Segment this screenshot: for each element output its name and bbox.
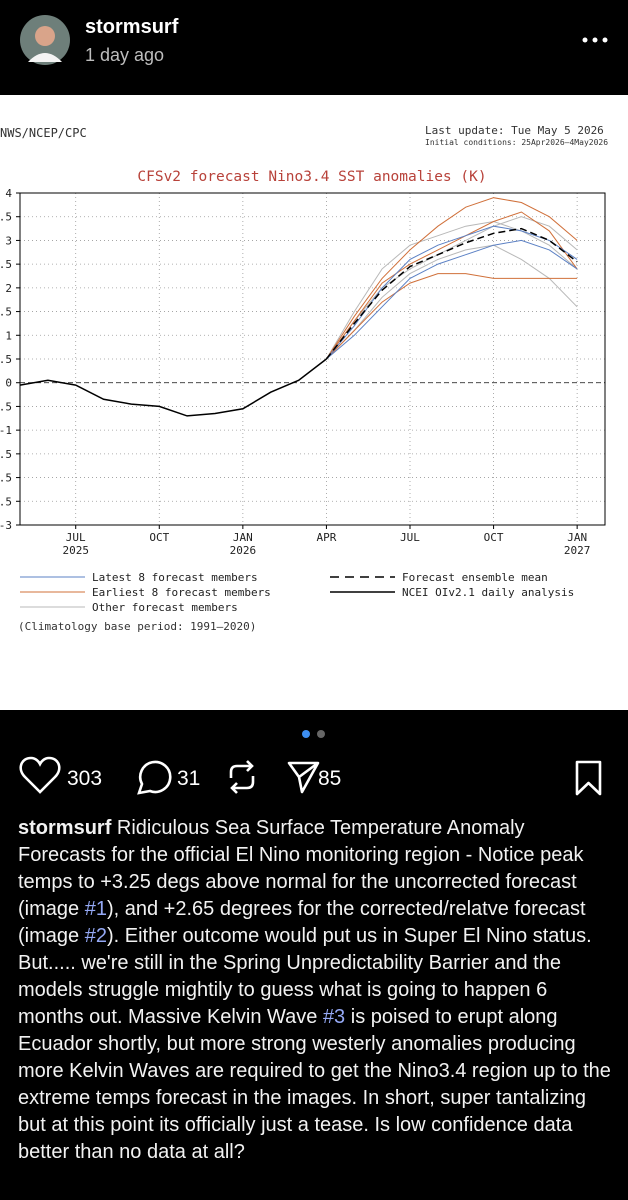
y-tick-label: .5 — [0, 495, 12, 508]
hashtag[interactable]: #2 — [84, 925, 107, 947]
y-tick-label: 0 — [5, 377, 12, 390]
y-tick-label: 2 — [5, 282, 12, 295]
y-tick-label: .5 — [0, 448, 12, 461]
legend-label: Latest 8 forecast members — [92, 571, 258, 584]
y-tick-label: -1 — [0, 424, 12, 437]
legend-label: Earliest 8 forecast members — [92, 586, 271, 599]
forecast-member — [326, 239, 578, 360]
username[interactable]: stormsurf — [85, 16, 179, 38]
series-line — [325, 227, 578, 360]
share-button[interactable] — [287, 761, 320, 794]
caption-text: ). Either outcome would put us in Super … — [18, 925, 592, 1028]
x-tick-label: JUL — [66, 531, 86, 544]
y-tick-label: .5 — [0, 258, 12, 271]
pager-dot-active — [302, 730, 310, 738]
forecast-member — [326, 244, 578, 360]
comment-button[interactable] — [137, 760, 172, 795]
chart: NWS/NCEP/CPC Last update: Tue May 5 2026… — [0, 124, 608, 633]
y-tick-label: 3 — [5, 234, 12, 247]
x-tick-year: 2027 — [564, 544, 591, 557]
chart-image — [0, 95, 628, 710]
avatar-shirt — [28, 53, 62, 62]
x-tick-label: JAN — [567, 531, 587, 544]
chart-initial-conditions: Initial conditions: 25Apr2026–4May2026 — [425, 138, 608, 147]
chart-title: CFSv2 forecast Nino3.4 SST anomalies (K) — [137, 169, 486, 185]
caption-text: is poised to erupt along Ecuador shortly… — [18, 1006, 611, 1163]
x-tick-label: JUL — [400, 531, 420, 544]
y-tick-label: 4 — [5, 187, 12, 200]
y-tick-label: .5 — [0, 306, 12, 319]
forecast-member — [325, 211, 578, 360]
series-line — [19, 358, 327, 417]
x-tick-label: OCT — [149, 531, 169, 544]
y-tick-label: .5 — [0, 472, 12, 485]
y-tick-label: .5 — [0, 353, 12, 366]
share-count: 85 — [318, 767, 341, 790]
post-time: 1 day ago — [85, 45, 164, 65]
avatar-face — [35, 26, 55, 46]
more-button[interactable] — [582, 37, 608, 43]
pager-dot — [317, 730, 325, 738]
y-tick-label: 1 — [5, 329, 12, 342]
y-tick-label: .5 — [0, 400, 12, 413]
legend-label: Forecast ensemble mean — [402, 571, 548, 584]
chart-last-update: Last update: Tue May 5 2026 — [425, 124, 604, 137]
hashtag[interactable]: #1 — [84, 898, 107, 920]
chart-note: (Climatology base period: 1991–2020) — [18, 620, 256, 633]
post-media: stormsurf 1 day ago NWS/NCEP/CPC Last up… — [0, 15, 628, 796]
plot-frame — [19, 192, 606, 526]
caption-username[interactable]: stormsurf — [18, 817, 112, 839]
comment-count: 31 — [177, 767, 200, 790]
chart-source: NWS/NCEP/CPC — [0, 126, 87, 140]
y-tick-label: .5 — [0, 211, 12, 224]
y-tick-label: -3 — [0, 519, 12, 532]
caption-text: ), and +2.65 degrees for the corrected/r… — [18, 898, 586, 947]
forecast-member — [325, 220, 578, 360]
legend-label: Other forecast members — [92, 601, 238, 614]
x-tick-label: APR — [316, 531, 336, 544]
caption-text: Ridiculous Sea Surface Temperature Anoma… — [18, 817, 584, 920]
legend-label: NCEI OIv2.1 daily analysis — [402, 586, 574, 599]
forecast-member — [325, 197, 578, 360]
caption: stormsurf Ridiculous Sea Surface Tempera… — [18, 815, 614, 1166]
save-button[interactable] — [575, 760, 602, 796]
like-button[interactable] — [19, 756, 61, 794]
x-tick-year: 2026 — [230, 544, 257, 557]
forecast-member — [326, 273, 578, 360]
x-tick-label: OCT — [484, 531, 504, 544]
x-tick-label: JAN — [233, 531, 253, 544]
hashtag[interactable]: #3 — [322, 1006, 346, 1028]
x-tick-year: 2025 — [62, 544, 89, 557]
repost-button[interactable] — [229, 760, 255, 794]
like-count: 303 — [67, 767, 102, 790]
